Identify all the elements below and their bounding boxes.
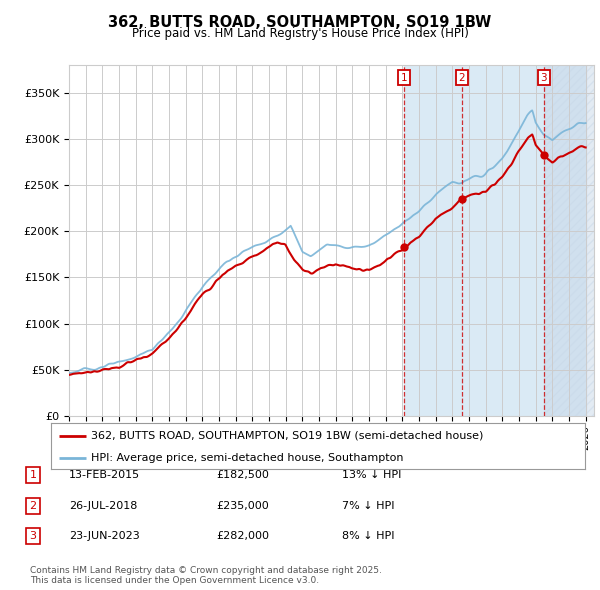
Text: £282,000: £282,000 [216, 532, 269, 541]
Text: £235,000: £235,000 [216, 501, 269, 510]
Text: 8% ↓ HPI: 8% ↓ HPI [342, 532, 395, 541]
Text: 362, BUTTS ROAD, SOUTHAMPTON, SO19 1BW: 362, BUTTS ROAD, SOUTHAMPTON, SO19 1BW [109, 15, 491, 30]
Bar [404, 65, 544, 416]
Text: Price paid vs. HM Land Registry's House Price Index (HPI): Price paid vs. HM Land Registry's House … [131, 27, 469, 40]
Text: 2: 2 [29, 501, 37, 510]
Text: 23-JUN-2023: 23-JUN-2023 [69, 532, 140, 541]
Text: 7% ↓ HPI: 7% ↓ HPI [342, 501, 395, 510]
Text: 3: 3 [29, 532, 37, 541]
Text: HPI: Average price, semi-detached house, Southampton: HPI: Average price, semi-detached house,… [91, 453, 404, 463]
Text: 3: 3 [541, 73, 547, 83]
Bar [544, 65, 586, 416]
Text: £182,500: £182,500 [216, 470, 269, 480]
Text: 2: 2 [458, 73, 465, 83]
Text: 13-FEB-2015: 13-FEB-2015 [69, 470, 140, 480]
Text: 1: 1 [401, 73, 407, 83]
Text: Contains HM Land Registry data © Crown copyright and database right 2025.
This d: Contains HM Land Registry data © Crown c… [30, 566, 382, 585]
Text: 13% ↓ HPI: 13% ↓ HPI [342, 470, 401, 480]
Text: 1: 1 [29, 470, 37, 480]
Text: 26-JUL-2018: 26-JUL-2018 [69, 501, 137, 510]
Bar [544, 65, 594, 416]
Text: 362, BUTTS ROAD, SOUTHAMPTON, SO19 1BW (semi-detached house): 362, BUTTS ROAD, SOUTHAMPTON, SO19 1BW (… [91, 431, 484, 441]
